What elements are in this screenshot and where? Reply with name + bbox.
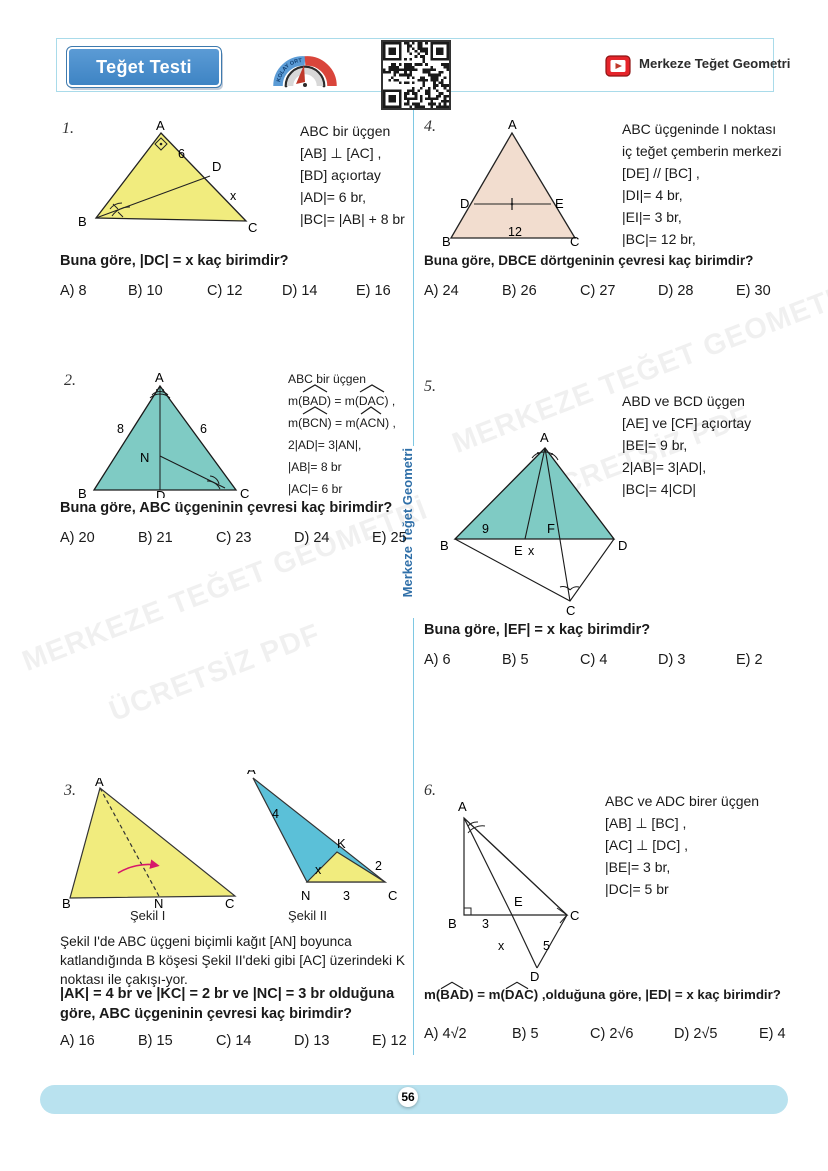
svg-text:D: D — [618, 538, 627, 553]
svg-text:x: x — [230, 189, 237, 203]
svg-text:2: 2 — [375, 859, 382, 873]
svg-text:4: 4 — [272, 807, 279, 821]
svg-text:6: 6 — [200, 422, 207, 436]
svg-text:12: 12 — [508, 225, 522, 239]
svg-text:A: A — [155, 370, 164, 385]
svg-text:D: D — [212, 159, 221, 174]
svg-text:D: D — [460, 196, 469, 211]
svg-text:D: D — [156, 488, 165, 498]
svg-text:B: B — [78, 486, 87, 498]
svg-text:x: x — [315, 863, 322, 877]
svg-text:B: B — [442, 234, 451, 249]
svg-text:B: B — [448, 916, 457, 931]
svg-text:A: A — [540, 430, 549, 445]
svg-text:N: N — [140, 450, 149, 465]
svg-text:3: 3 — [482, 917, 489, 931]
svg-text:B: B — [78, 214, 87, 229]
svg-text:C: C — [566, 603, 575, 615]
svg-text:C: C — [570, 908, 579, 923]
svg-text:A: A — [95, 778, 104, 789]
svg-text:6: 6 — [178, 147, 185, 161]
svg-text:3: 3 — [343, 889, 350, 903]
svg-text:K: K — [337, 836, 346, 851]
svg-text:x: x — [498, 939, 505, 953]
svg-text:A: A — [156, 118, 165, 133]
svg-text:C: C — [388, 888, 397, 903]
svg-text:N: N — [154, 896, 163, 908]
svg-text:D: D — [530, 969, 539, 984]
svg-text:B: B — [440, 538, 449, 553]
svg-text:8: 8 — [117, 422, 124, 436]
svg-text:A: A — [247, 770, 256, 777]
svg-text:N: N — [301, 888, 310, 903]
svg-text:5: 5 — [543, 939, 550, 953]
svg-text:F: F — [547, 521, 555, 536]
svg-text:A: A — [508, 118, 517, 132]
svg-text:C: C — [248, 220, 257, 235]
svg-text:B: B — [62, 896, 71, 908]
svg-text:9: 9 — [482, 522, 489, 536]
svg-text:E: E — [514, 894, 523, 909]
svg-text:E: E — [514, 543, 523, 558]
svg-text:C: C — [225, 896, 234, 908]
svg-text:C: C — [570, 234, 579, 249]
svg-text:A: A — [458, 799, 467, 814]
svg-text:C: C — [240, 486, 249, 498]
svg-text:E: E — [555, 196, 564, 211]
svg-text:x: x — [528, 544, 535, 558]
